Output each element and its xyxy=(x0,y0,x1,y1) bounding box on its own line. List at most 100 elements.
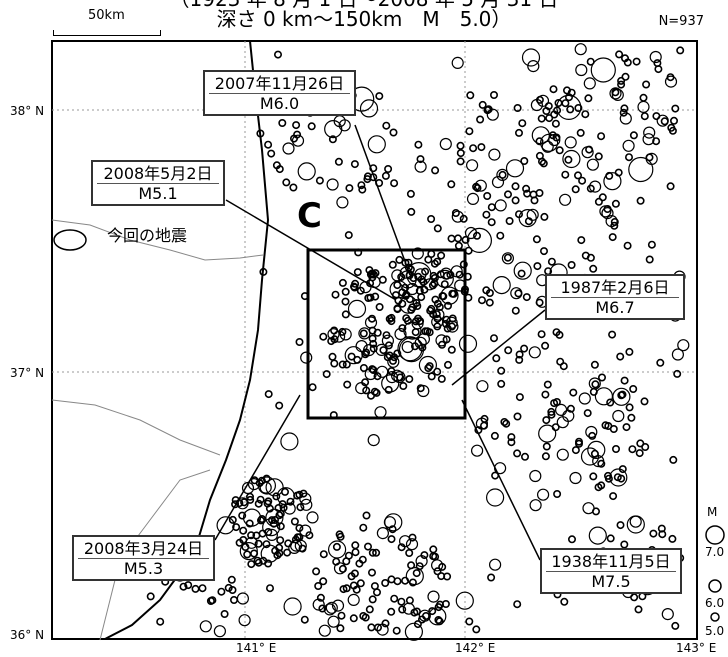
epicenter-circle xyxy=(247,560,256,569)
epicenter-circle xyxy=(184,581,193,590)
epicenter-circle xyxy=(343,380,352,389)
epicenter-circle xyxy=(576,128,585,137)
epicenter-circle xyxy=(417,384,430,398)
epicenter-circle xyxy=(315,176,324,185)
epicenter-circle xyxy=(297,162,316,181)
epicenter-circle xyxy=(566,404,575,413)
epicenter-circle xyxy=(441,599,450,608)
epicenter-circle xyxy=(267,149,276,158)
epicenter-circle xyxy=(571,185,580,194)
epicenter-circle xyxy=(345,184,354,193)
epicenter-circle xyxy=(597,373,606,382)
epicenter-circle xyxy=(664,75,678,88)
epicenter-circle xyxy=(179,582,188,591)
epicenter-circle xyxy=(505,159,525,178)
annotation-magnitude: M5.1 xyxy=(97,183,219,203)
epicenter-circle xyxy=(217,587,226,596)
epicenter-circle xyxy=(407,207,416,216)
epicenter-circle xyxy=(541,341,550,350)
epicenter-circle xyxy=(489,91,498,100)
epicenter-circle xyxy=(275,549,284,558)
epicenter-circle xyxy=(331,290,340,299)
epicenter-circle xyxy=(515,393,524,402)
epicenter-circle xyxy=(475,417,488,430)
epicenter-circle xyxy=(529,469,542,483)
epicenter-circle xyxy=(535,298,544,307)
epicenter-circle xyxy=(411,328,420,337)
epicenter-circle xyxy=(368,334,377,343)
epicenter-circle xyxy=(429,271,438,280)
epicenter-circle xyxy=(231,500,240,509)
epicenter-circle xyxy=(262,474,271,483)
epicenter-circle xyxy=(406,189,415,198)
epicenter-circle xyxy=(247,478,261,491)
epicenter-circle xyxy=(427,215,436,224)
epicenter-circle xyxy=(469,144,478,153)
epicenter-circle xyxy=(555,146,564,155)
epicenter-circle xyxy=(586,158,600,171)
epicenter-circle xyxy=(398,299,407,308)
epicenter-circle xyxy=(584,94,593,103)
epicenter-circle xyxy=(479,421,488,430)
epicenter-circle xyxy=(236,592,249,605)
epicenter-circle xyxy=(581,110,590,119)
epicenter-circle xyxy=(319,577,328,586)
epicenter-circle xyxy=(528,346,541,359)
annotation-date: 1938年11月5日 xyxy=(551,552,671,571)
earthquake-count: N=937 xyxy=(658,14,704,29)
epicenter-circle xyxy=(374,406,387,419)
epicenter-circle xyxy=(597,459,606,468)
epicenter-circle xyxy=(637,100,650,114)
epicenter-circle xyxy=(625,403,634,412)
epicenter-circle xyxy=(243,550,252,559)
epicenter-circle xyxy=(622,139,635,152)
epicenter-circle xyxy=(238,614,251,627)
epicenter-circle xyxy=(289,134,298,143)
epicenter-circle xyxy=(552,397,561,406)
epicenter-circle xyxy=(623,241,632,250)
epicenter-circle xyxy=(373,372,382,381)
epicenter-circle xyxy=(264,497,273,506)
epicenter-circle xyxy=(580,447,600,466)
epicenter-circle xyxy=(606,398,615,407)
epicenter-circle xyxy=(437,251,446,260)
epicenter-circle xyxy=(647,240,656,249)
epicenter-circle xyxy=(585,425,598,439)
epicenter-circle xyxy=(365,605,374,614)
epicenter-circle xyxy=(594,387,614,406)
epicenter-circle xyxy=(428,607,437,616)
epicenter-circle xyxy=(487,573,496,582)
epicenter-circle xyxy=(379,346,388,355)
epicenter-circle xyxy=(433,567,442,576)
epicenter-circle xyxy=(369,173,378,182)
epicenter-circle xyxy=(318,624,331,637)
epicenter-circle xyxy=(395,255,404,264)
epicenter-circle xyxy=(369,365,378,374)
epicenter-circle xyxy=(513,449,522,458)
epicenter-circle xyxy=(199,620,212,633)
epicenter-circle xyxy=(405,375,414,384)
epicenter-circle xyxy=(605,171,614,180)
epicenter-circle xyxy=(611,199,620,208)
epicenter-circle xyxy=(328,352,337,361)
epicenter-circle xyxy=(381,578,390,587)
epicenter-circle xyxy=(537,114,546,123)
epicenter-circle xyxy=(514,210,523,219)
epicenter-circle xyxy=(577,236,586,245)
epicenter-circle xyxy=(539,159,548,168)
epicenter-circle xyxy=(609,492,618,501)
epicenter-circle xyxy=(522,293,531,302)
epicenter-circle xyxy=(645,152,658,165)
epicenter-circle xyxy=(567,260,576,269)
scale-bar xyxy=(53,30,161,36)
epicenter-circle xyxy=(356,579,365,588)
epicenter-circle xyxy=(612,409,625,423)
epicenter-circle xyxy=(620,376,629,385)
epicenter-circle xyxy=(416,384,425,393)
prefecture-boundaries xyxy=(51,219,264,641)
epicenter-circle xyxy=(643,126,656,139)
epicenter-circle xyxy=(381,171,390,180)
epicenter-circle xyxy=(483,192,492,201)
epicenter-circle xyxy=(562,149,581,169)
lat-label-37n: 37° N xyxy=(10,366,45,380)
